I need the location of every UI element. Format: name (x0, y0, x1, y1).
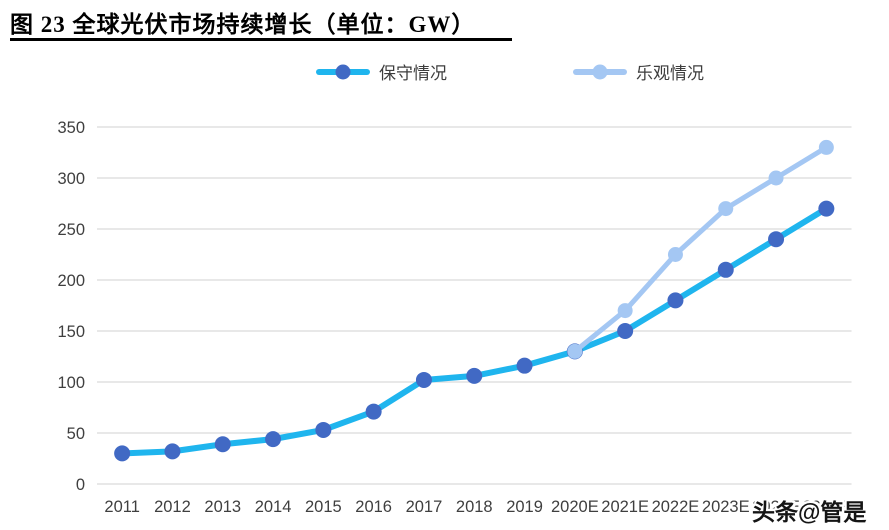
series-point-conservative-6 (415, 371, 432, 388)
series-point-optimistic-1 (617, 303, 633, 319)
legend-marker-dot-optimistic (592, 64, 608, 79)
x-tick-2016: 2016 (355, 498, 392, 516)
legend-item-conservative[interactable]: 保守情况 (316, 59, 447, 84)
series-point-conservative-3 (265, 431, 282, 448)
x-tick-2023e: 2023E (702, 498, 750, 516)
series-point-conservative-7 (466, 367, 483, 384)
series-point-optimistic-0 (567, 343, 583, 359)
y-tick-250: 250 (57, 221, 85, 239)
y-tick-50: 50 (67, 425, 85, 443)
series-point-conservative-10 (617, 323, 634, 339)
series-point-conservative-8 (516, 357, 533, 374)
y-tick-0: 0 (76, 476, 85, 494)
x-tick-2021e: 2021E (601, 498, 649, 516)
series-point-conservative-13 (768, 231, 785, 248)
watermark-toutiao: 头条@管是 (752, 499, 867, 525)
y-tick-300: 300 (57, 170, 85, 188)
legend-line-sample-conservative (316, 64, 370, 79)
series-point-optimistic-3 (718, 201, 734, 217)
series-point-conservative-11 (667, 292, 684, 309)
y-tick-100: 100 (57, 374, 85, 392)
x-tick-2017: 2017 (406, 498, 443, 516)
series-point-conservative-0 (114, 445, 131, 462)
series-point-optimistic-2 (667, 247, 683, 262)
series-line-optimistic (572, 144, 829, 354)
series-point-conservative-14 (818, 200, 835, 217)
series-point-optimistic-4 (768, 170, 784, 186)
x-tick-2024e: 2024E (752, 498, 800, 516)
x-tick-2013: 2013 (204, 498, 241, 516)
x-tick-2025e: 2025E (802, 498, 850, 516)
title-underline (10, 38, 512, 41)
x-tick-2012: 2012 (154, 498, 191, 516)
x-tick-2022e: 2022E (652, 498, 700, 516)
chart-title: 图 23 全球光伏市场持续增长（单位：GW） (10, 12, 476, 37)
x-tick-2020e: 2020E (551, 498, 599, 516)
legend-line-sample-optimistic (573, 64, 627, 79)
legend-label-conservative: 保守情况 (379, 64, 447, 83)
legend-label-optimistic: 乐观情况 (636, 64, 704, 83)
x-tick-2014: 2014 (255, 498, 292, 516)
series-point-conservative-5 (365, 403, 382, 420)
x-tick-2019: 2019 (506, 498, 543, 516)
y-tick-200: 200 (57, 272, 85, 290)
legend-marker-dot-conservative (335, 64, 351, 79)
series-point-optimistic-5 (818, 139, 834, 155)
y-tick-150: 150 (57, 323, 85, 341)
y-tick-350: 350 (57, 119, 85, 137)
x-tick-2018: 2018 (456, 498, 493, 516)
chart-legend: 保守情况 乐观情况 (316, 59, 704, 84)
series-point-conservative-1 (164, 443, 181, 460)
series-point-conservative-4 (315, 421, 332, 438)
legend-item-optimistic[interactable]: 乐观情况 (573, 59, 704, 84)
x-tick-2015: 2015 (305, 498, 342, 516)
series-point-conservative-12 (717, 261, 734, 278)
x-tick-2011: 2011 (104, 498, 139, 516)
series-point-conservative-2 (214, 436, 231, 453)
